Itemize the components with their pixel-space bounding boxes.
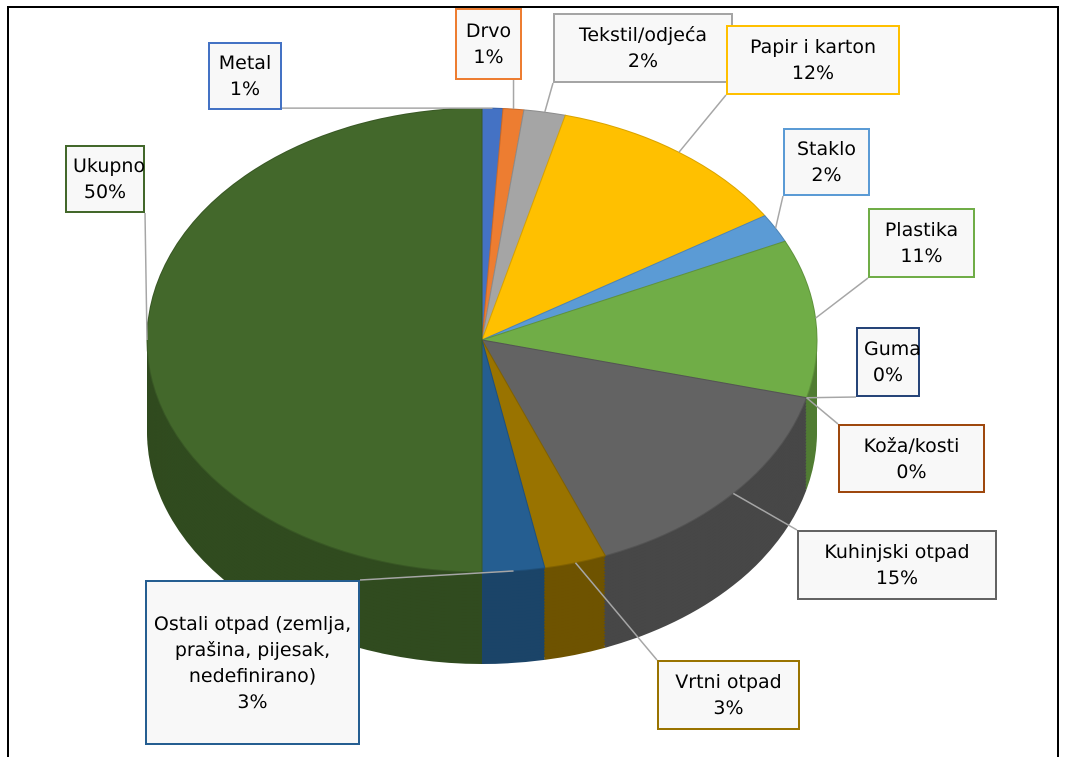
leader-line [815,277,869,319]
data-label: Guma 0% [856,327,921,397]
leader-line [805,397,839,425]
label-name: Staklo [796,138,857,160]
data-label: Tekstil/odjeća 2% [553,13,733,83]
label-name: Metal [218,52,272,74]
leader-line [359,570,514,581]
data-label: Staklo 2% [783,128,870,196]
slice [481,339,808,557]
label-name: Vrtni otpad [675,671,782,693]
data-label: Metal 1% [208,42,282,110]
label-value: 3% [237,690,268,713]
data-label: Vrtni otpad 3% [657,660,800,730]
label-name: Tekstil/odjeća [578,24,708,46]
label-value: 2% [627,50,659,72]
data-label: Papir i karton 12% [726,25,900,95]
slice [481,114,766,341]
leader-line [544,82,554,113]
label-value: 15% [875,567,919,589]
label-name: Ostali otpad (zemlja, prašina, pijesak, … [153,612,352,687]
data-label: Ostali otpad (zemlja, prašina, pijesak, … [145,580,360,745]
label-value: 50% [83,181,127,203]
label-value: 2% [811,164,842,186]
label-value: 0% [896,460,927,483]
label-name: Kuhinjski otpad [824,541,970,563]
data-label: Koža/kosti 0% [838,424,985,493]
data-label: Ukupno 50% [65,145,145,213]
frame [7,6,1059,757]
slice [481,240,818,399]
label-value: 12% [791,62,835,84]
label-value: 0% [872,364,904,386]
data-label: Drvo 1% [455,8,522,80]
label-name: Guma [864,338,921,360]
label-name: Plastika [884,219,959,241]
label-name: Papir i karton [750,36,876,58]
label-name: Drvo [465,20,512,42]
label-value: 11% [900,245,943,267]
data-label: Kuhinjski otpad 15% [797,530,997,600]
leader-line [806,396,857,399]
label-name: Koža/kosti [863,434,960,457]
leader-line [574,562,658,661]
label-value: 1% [229,78,261,100]
leader-line [678,94,727,153]
data-label: Plastika 11% [868,208,975,278]
leader-line [144,212,148,341]
leader-line [732,492,798,531]
label-value: 3% [713,697,744,719]
label-name: Ukupno [73,155,146,177]
leader-line [774,195,784,229]
label-value: 1% [473,46,504,68]
